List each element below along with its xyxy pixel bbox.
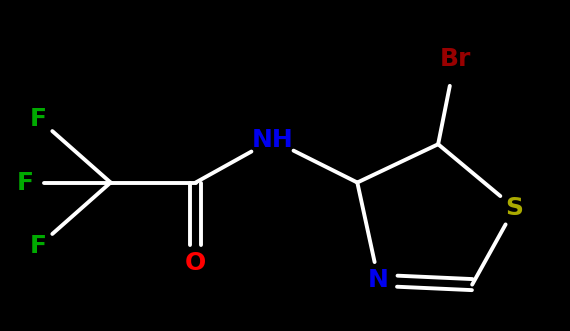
Text: F: F bbox=[30, 234, 47, 258]
Text: F: F bbox=[30, 107, 47, 131]
Text: S: S bbox=[506, 196, 524, 220]
Text: N: N bbox=[368, 268, 389, 292]
Text: O: O bbox=[185, 251, 206, 275]
Text: NH: NH bbox=[251, 128, 293, 152]
Text: F: F bbox=[17, 170, 34, 195]
Text: Br: Br bbox=[439, 47, 471, 71]
